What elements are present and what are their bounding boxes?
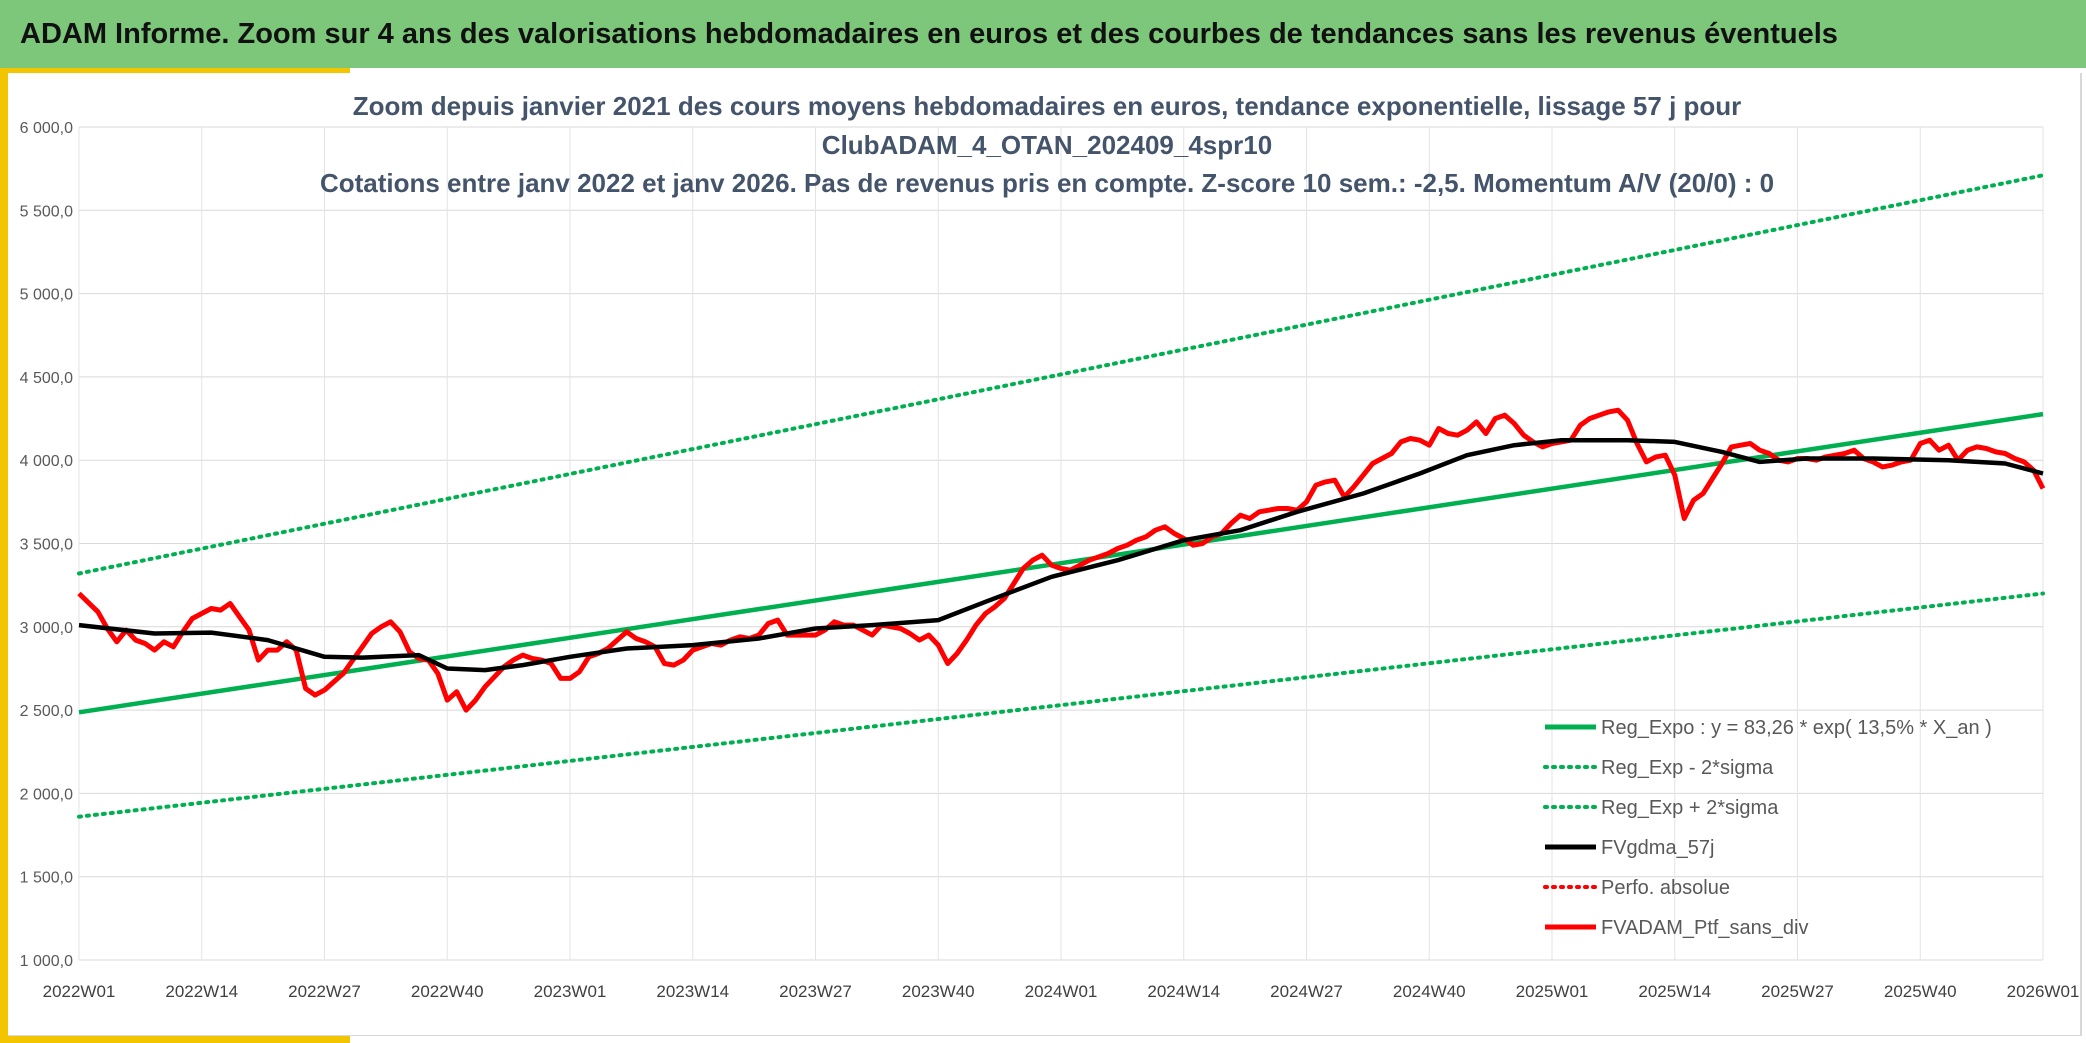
x-tick-label: 2024W27 bbox=[1270, 982, 1343, 1001]
y-tick-label: 1 000,0 bbox=[20, 953, 73, 970]
y-axis: 1 000,0 1 500,0 2 000,0 2 500,0 3 000,0 3 500… bbox=[20, 120, 73, 970]
x-tick-label: 2025W40 bbox=[1884, 982, 1957, 1001]
series-lines bbox=[77, 173, 2046, 819]
chart-frame bbox=[8, 73, 2082, 1036]
x-tick-label: 2022W01 bbox=[43, 982, 116, 1001]
x-tick-label: 2024W01 bbox=[1025, 982, 1098, 1001]
y-tick-label: 5 000,0 bbox=[20, 287, 73, 304]
x-tick-label: 2025W01 bbox=[1516, 982, 1589, 1001]
y-tick-label: 6 000,0 bbox=[20, 120, 73, 137]
legend-label: Reg_Expo : y = 83,26 * exp( 13,5% * X_an… bbox=[1601, 717, 1992, 739]
x-tick-label: 2024W40 bbox=[1393, 982, 1466, 1001]
y-tick-label: 3 000,0 bbox=[20, 620, 73, 637]
x-axis: 2022W01 2022W14 2022W27 2022W40 2023W01 2023W… bbox=[43, 982, 2080, 1001]
series-line bbox=[78, 437, 2044, 673]
chart-title-line: ClubADAM_4_OTAN_202409_4spr10 bbox=[822, 130, 1272, 160]
x-tick-label: 2023W01 bbox=[534, 982, 607, 1001]
x-tick-label: 2022W14 bbox=[165, 982, 238, 1001]
chart-title-line: Cotations entre janv 2022 et janv 2026. … bbox=[320, 168, 1774, 198]
y-tick-label: 5 500,0 bbox=[20, 203, 73, 220]
x-tick-label: 2025W14 bbox=[1638, 982, 1711, 1001]
accent-bar-left bbox=[0, 68, 8, 1043]
y-tick-label: 2 500,0 bbox=[20, 703, 73, 720]
x-tick-label: 2023W27 bbox=[779, 982, 852, 1001]
series-line bbox=[77, 591, 2045, 819]
series-line bbox=[77, 173, 2045, 576]
x-tick-label: 2022W27 bbox=[288, 982, 361, 1001]
report-banner: ADAM Informe. Zoom sur 4 ans des valoris… bbox=[0, 0, 2086, 68]
legend-label: Reg_Exp + 2*sigma bbox=[1601, 797, 1779, 819]
legend-label: Reg_Exp - 2*sigma bbox=[1601, 757, 1774, 779]
y-tick-label: 4 500,0 bbox=[20, 370, 73, 387]
report-title: ADAM Informe. Zoom sur 4 ans des valoris… bbox=[20, 17, 1838, 50]
chart-title-line: Zoom depuis janvier 2021 des cours moyen… bbox=[353, 91, 1742, 121]
legend-label: Perfo. absolue bbox=[1601, 877, 1730, 899]
y-tick-label: 3 500,0 bbox=[20, 537, 73, 554]
series-line bbox=[78, 411, 2044, 715]
x-tick-label: 2023W14 bbox=[656, 982, 729, 1001]
grid bbox=[78, 126, 2044, 961]
legend: Reg_Expo : y = 83,26 * exp( 13,5% * X_an… bbox=[1543, 717, 1992, 939]
accent-bar-top bbox=[0, 68, 350, 73]
legend-label: FVADAM_Ptf_sans_div bbox=[1601, 917, 1809, 939]
y-tick-label: 2 000,0 bbox=[20, 786, 73, 803]
x-tick-label: 2023W40 bbox=[902, 982, 975, 1001]
legend-label: FVgdma_57j bbox=[1601, 837, 1714, 859]
chart-title: Zoom depuis janvier 2021 des cours moyen… bbox=[320, 91, 1774, 198]
x-tick-label: 2022W40 bbox=[411, 982, 484, 1001]
y-tick-label: 1 500,0 bbox=[20, 870, 73, 887]
x-tick-label: 2025W27 bbox=[1761, 982, 1834, 1001]
x-tick-label: 2024W14 bbox=[1147, 982, 1220, 1001]
y-tick-label: 4 000,0 bbox=[20, 453, 73, 470]
accent-bar-bottom bbox=[0, 1036, 350, 1043]
x-tick-label: 2026W01 bbox=[2007, 982, 2080, 1001]
